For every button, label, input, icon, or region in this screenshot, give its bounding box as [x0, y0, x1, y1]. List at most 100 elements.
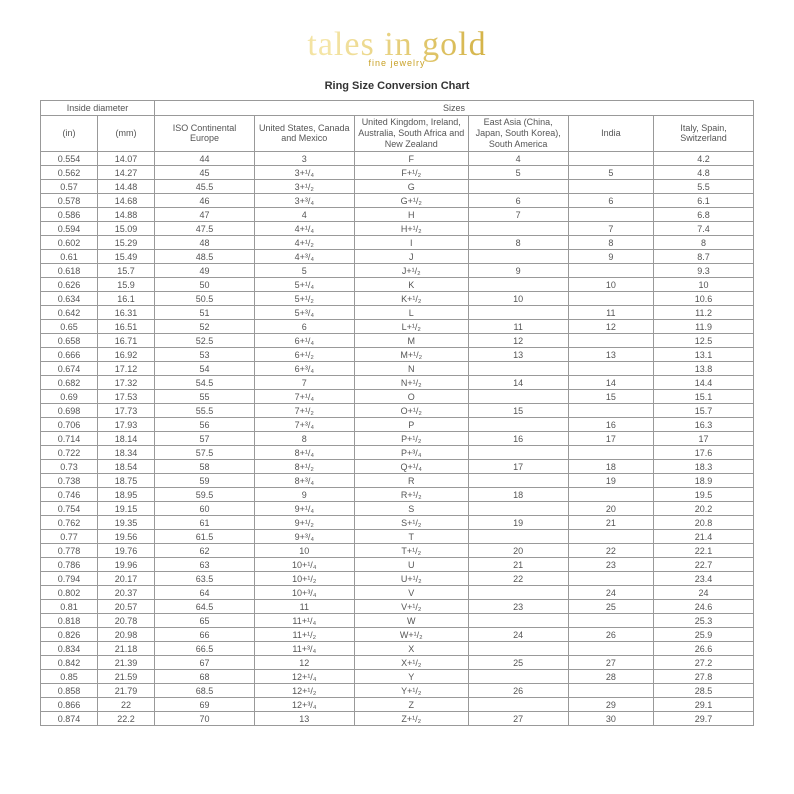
table-row: 0.67417.12546+³/₄N13.8: [41, 362, 754, 376]
table-cell: 15: [568, 390, 654, 404]
table-cell: 5+¹/₂: [254, 292, 354, 306]
table-cell: 7+³/₄: [254, 418, 354, 432]
table-cell: W: [354, 614, 468, 628]
table-row: 0.73818.75598+³/₄R1918.9: [41, 474, 754, 488]
table-cell: 18.54: [98, 460, 155, 474]
table-cell: 0.818: [41, 614, 98, 628]
table-cell: 0.85: [41, 670, 98, 684]
table-cell: P: [354, 418, 468, 432]
table-cell: J: [354, 250, 468, 264]
table-row: 0.81820.786511+¹/₄W25.3: [41, 614, 754, 628]
table-cell: 6: [254, 320, 354, 334]
table-cell: 0.778: [41, 544, 98, 558]
table-cell: [568, 362, 654, 376]
table-cell: 15: [468, 404, 568, 418]
table-cell: 13: [568, 348, 654, 362]
table-cell: [468, 278, 568, 292]
table-cell: 26: [468, 684, 568, 698]
table-row: 0.8120.5764.511V+¹/₂232524.6: [41, 600, 754, 614]
table-cell: 13.8: [654, 362, 754, 376]
table-cell: Z: [354, 698, 468, 712]
table-cell: W+¹/₂: [354, 628, 468, 642]
table-cell: 14.68: [98, 194, 155, 208]
table-cell: 8: [654, 236, 754, 250]
table-cell: 14.48: [98, 180, 155, 194]
table-cell: 4+¹/₂: [254, 236, 354, 250]
table-row: 0.75419.15609+¹/₄S2020.2: [41, 502, 754, 516]
table-cell: O+¹/₂: [354, 404, 468, 418]
table-cell: 63.5: [155, 572, 255, 586]
table-cell: 9+³/₄: [254, 530, 354, 544]
table-cell: U+¹/₂: [354, 572, 468, 586]
table-cell: [468, 614, 568, 628]
table-cell: F+¹/₂: [354, 166, 468, 180]
header-diameter-group: Inside diameter: [41, 101, 155, 116]
table-cell: F: [354, 152, 468, 166]
table-cell: 18: [468, 488, 568, 502]
table-cell: 22: [568, 544, 654, 558]
table-cell: 4: [254, 208, 354, 222]
table-cell: O: [354, 390, 468, 404]
header-italy: Italy, Spain, Switzerland: [654, 115, 754, 151]
table-cell: 19: [568, 474, 654, 488]
table-cell: [568, 152, 654, 166]
table-cell: 65: [155, 614, 255, 628]
table-row: 0.6516.51526L+¹/₂111211.9: [41, 320, 754, 334]
table-row: 0.70617.93567+³/₄P1616.3: [41, 418, 754, 432]
table-cell: [468, 698, 568, 712]
table-cell: 30: [568, 712, 654, 726]
table-cell: [568, 614, 654, 628]
table-cell: 8: [468, 236, 568, 250]
table-cell: [468, 446, 568, 460]
table-cell: 11: [468, 320, 568, 334]
table-cell: 48: [155, 236, 255, 250]
table-cell: 14.27: [98, 166, 155, 180]
table-cell: 17.32: [98, 376, 155, 390]
table-row: 0.63416.150.55+¹/₂K+¹/₂1010.6: [41, 292, 754, 306]
table-cell: 15.7: [654, 404, 754, 418]
table-cell: 12: [468, 334, 568, 348]
table-cell: [468, 222, 568, 236]
table-cell: 5: [254, 264, 354, 278]
table-row: 0.80220.376410+³/₄V2424: [41, 586, 754, 600]
table-cell: T+¹/₂: [354, 544, 468, 558]
table-row: 0.58614.88474H76.8: [41, 208, 754, 222]
table-cell: 44: [155, 152, 255, 166]
table-cell: 51: [155, 306, 255, 320]
table-cell: 20.8: [654, 516, 754, 530]
table-cell: 16: [468, 432, 568, 446]
table-cell: 20.17: [98, 572, 155, 586]
table-cell: 52: [155, 320, 255, 334]
table-cell: 28: [568, 670, 654, 684]
table-cell: 24.6: [654, 600, 754, 614]
table-cell: 4: [468, 152, 568, 166]
table-row: 0.85821.7968.512+¹/₂Y+¹/₂2628.5: [41, 684, 754, 698]
table-cell: 50.5: [155, 292, 255, 306]
table-cell: 0.626: [41, 278, 98, 292]
table-cell: 11: [568, 306, 654, 320]
table-cell: Y+¹/₂: [354, 684, 468, 698]
table-cell: 26: [568, 628, 654, 642]
table-cell: 23.4: [654, 572, 754, 586]
table-cell: 64: [155, 586, 255, 600]
header-uk: United Kingdom, Ireland, Australia, Sout…: [354, 115, 468, 151]
brand-logo: tales in gold fine jewelry: [40, 26, 754, 68]
table-cell: 22: [468, 572, 568, 586]
table-cell: 5+³/₄: [254, 306, 354, 320]
table-cell: 27: [468, 712, 568, 726]
table-cell: 0.586: [41, 208, 98, 222]
table-cell: 22.7: [654, 558, 754, 572]
table-cell: 0.57: [41, 180, 98, 194]
table-cell: 5: [468, 166, 568, 180]
table-cell: [568, 404, 654, 418]
table-cell: P+³/₄: [354, 446, 468, 460]
table-cell: 57.5: [155, 446, 255, 460]
table-cell: 11: [254, 600, 354, 614]
table-row: 0.7719.5661.59+³/₄T21.4: [41, 530, 754, 544]
table-cell: 20: [568, 502, 654, 516]
table-cell: 18.75: [98, 474, 155, 488]
table-cell: 4.8: [654, 166, 754, 180]
table-cell: V+¹/₂: [354, 600, 468, 614]
table-cell: 7.4: [654, 222, 754, 236]
table-cell: 12.5: [654, 334, 754, 348]
